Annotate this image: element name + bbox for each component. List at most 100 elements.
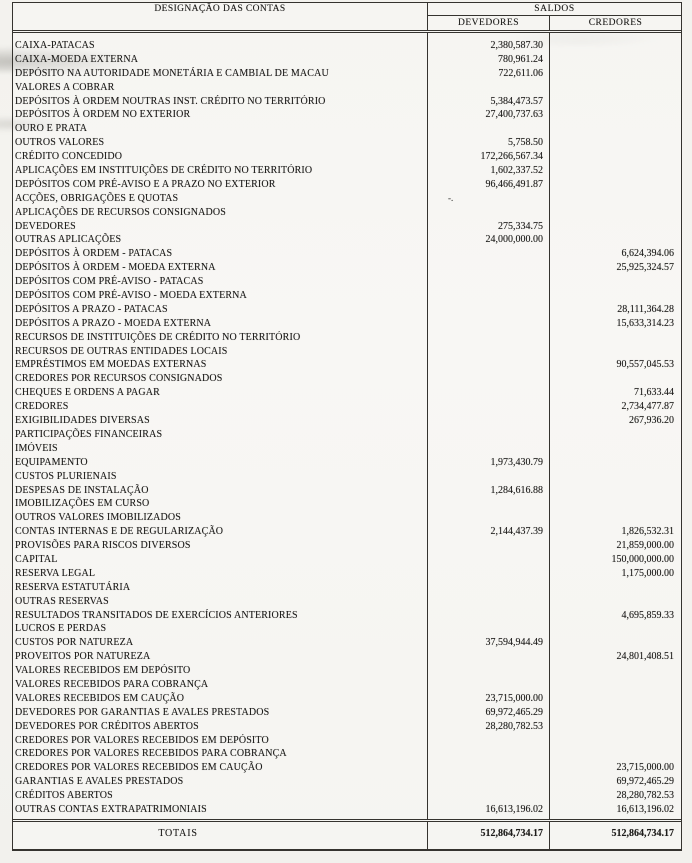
credores-value-cell — [550, 470, 681, 484]
table-row: VALORES A COBRAR — [13, 80, 681, 95]
account-name-cell: CAIXA-PATACAS — [13, 39, 428, 53]
credores-value-cell — [550, 678, 681, 692]
credores-value-cell — [550, 456, 681, 470]
table-row: OUTRAS RESERVAS — [13, 594, 681, 609]
credores-value-cell — [550, 511, 681, 525]
credores-value-cell: 90,557,045.53 — [616, 359, 675, 371]
account-name-cell: IMÓVEIS — [13, 441, 428, 456]
credores-value-cell — [550, 595, 681, 609]
totals-label: TOTAIS — [158, 828, 198, 839]
table-row: OUTROS VALORES IMOBILIZADOS — [13, 511, 681, 526]
account-name-cell: EQUIPAMENTO — [13, 455, 428, 470]
table-row: IMÓVEIS — [13, 441, 681, 456]
credores-value-cell: 69,972,465.29 — [616, 776, 675, 788]
table-row: CAIXA-MOEDA EXTERNA 780,961.24 — [13, 52, 681, 67]
credores-value-cell — [550, 233, 681, 247]
credores-value-cell: 28,280,782.53 — [616, 790, 675, 802]
credores-value-cell: 28,111,364.28 — [617, 303, 674, 315]
designation-column-header: DESIGNAÇÃO DAS CONTAS — [13, 3, 428, 16]
table-row: RESERVA LEGAL 1,175,000.00 — [13, 566, 681, 581]
credores-value-cell — [550, 164, 681, 178]
devedores-value-cell — [428, 358, 550, 373]
account-name-cell: EXIGIBILIDADES DIVERSAS — [13, 414, 428, 428]
credores-value-cell — [550, 442, 681, 456]
devedores-value-cell — [428, 372, 550, 387]
credores-value-cell — [550, 345, 681, 359]
table-row: CUSTOS POR NATUREZA 37,594,944.49 — [13, 636, 681, 651]
credores-value-cell — [550, 53, 681, 67]
table-row: DEPÓSITO NA AUTORIDADE MONETÁRIA E CAMBI… — [13, 66, 681, 81]
devedores-value-cell — [428, 677, 550, 692]
devedores-value-cell — [428, 775, 550, 790]
table-row: OUTRAS APLICAÇÕES 24,000,000.00 — [13, 233, 681, 248]
account-name-cell: IMOBILIZAÇÕES EM CURSO — [13, 497, 428, 512]
table-row: IMOBILIZAÇÕES EM CURSO — [13, 497, 681, 512]
account-name-cell: LUCROS E PERDAS — [13, 622, 428, 637]
account-name-cell: DEPÓSITOS À ORDEM - PATACAS — [13, 247, 428, 262]
table-row: DEPÓSITOS COM PRÉ-AVISO - MOEDA EXTERNA — [13, 289, 681, 303]
credores-value-cell — [550, 734, 681, 748]
credores-value-cell — [550, 67, 681, 81]
credores-value-cell — [550, 331, 681, 345]
credores-value-cell: 71,633.44 — [634, 387, 674, 399]
table-row: CONTAS INTERNAS E DE REGULARIZAÇÃO 2,144… — [13, 525, 681, 540]
devedores-value-cell: 722,611.06 — [428, 66, 550, 81]
devedores-value-cell — [428, 261, 550, 276]
table-row: PARTICIPAÇÕES FINANCEIRAS — [13, 427, 681, 442]
devedores-value-cell — [428, 316, 550, 331]
account-name-cell: DEVEDORES — [13, 219, 428, 234]
credores-value-cell: 6,624,394.06 — [621, 248, 675, 260]
credores-value-cell — [550, 664, 681, 678]
devedores-value-cell: 1,973,430.79 — [428, 455, 550, 470]
table-row: EQUIPAMENTO 1,973,430.79 — [13, 455, 681, 470]
table-body: CAIXA-PATACAS 2,380,587.30 CAIXA-MOEDA E… — [13, 33, 681, 819]
body-top-spacer — [13, 33, 681, 39]
table-row: CRÉDITOS ABERTOS 28,280,782.53 — [13, 789, 681, 803]
credores-value-cell — [550, 178, 681, 192]
devedores-value-cell — [428, 650, 550, 665]
credores-value-cell — [550, 81, 681, 95]
account-name-cell: GARANTIAS E AVALES PRESTADOS — [13, 775, 428, 790]
credores-value-cell: 1,175,000.00 — [621, 567, 675, 579]
devedores-value-cell — [428, 552, 550, 567]
devedores-value-cell — [428, 427, 550, 442]
table-row: DEVEDORES POR GARANTIAS E AVALES PRESTAD… — [13, 705, 681, 720]
devedores-value-cell — [428, 247, 550, 262]
credores-value-cell — [550, 692, 681, 706]
account-name-cell: DEVEDORES POR GARANTIAS E AVALES PRESTAD… — [13, 705, 428, 720]
totals-credores-value: 512,864,734.17 — [611, 828, 675, 839]
account-name-cell: RESERVA ESTATUTÁRIA — [13, 580, 428, 595]
account-name-cell: DEVEDORES POR CRÉDITOS ABERTOS — [13, 719, 428, 734]
credores-value-cell — [550, 372, 681, 386]
table-row: DEPÓSITOS À ORDEM NOUTRAS INST. CRÉDITO … — [13, 94, 681, 109]
credores-value-cell — [550, 136, 681, 150]
devedores-value-cell: 2,380,587.30 — [428, 39, 550, 53]
devedores-value-cell: 69,972,465.29 — [428, 705, 550, 720]
account-name-cell: VALORES RECEBIDOS PARA COBRANÇA — [13, 677, 428, 692]
designation-header-spacer — [13, 16, 428, 30]
saldos-column-group-header: SALDOS — [428, 3, 681, 16]
devedores-value-cell — [428, 580, 550, 595]
table-row: VALORES RECEBIDOS PARA COBRANÇA — [13, 677, 681, 692]
devedores-value-cell — [428, 664, 550, 678]
account-name-cell: ACÇÕES, OBRIGAÇÕES E QUOTAS — [13, 191, 428, 206]
credores-value-cell — [550, 108, 681, 122]
table-row: CREDORES POR VALORES RECEBIDOS EM DEPÓSI… — [13, 733, 681, 748]
table-row: DESPESAS DE INSTALAÇÃO 1,284,616.88 — [13, 483, 681, 498]
table-row: APLICAÇÕES DE RECURSOS CONSIGNADOS — [13, 205, 681, 220]
credores-column-header: CREDORES — [588, 18, 643, 28]
account-name-cell: CREDORES — [13, 400, 428, 415]
table-row: OUTRAS CONTAS EXTRAPATRIMONIAIS 16,613,1… — [13, 802, 681, 817]
account-name-cell: RESERVA LEGAL — [13, 566, 428, 581]
table-row: GARANTIAS E AVALES PRESTADOS 69,972,465.… — [13, 775, 681, 790]
table-row: RECURSOS DE OUTRAS ENTIDADES LOCAIS — [13, 344, 681, 359]
body-bottom-filler — [13, 816, 681, 819]
account-name-cell: DEPÓSITOS COM PRÉ-AVISO E A PRAZO NO EXT… — [13, 177, 428, 192]
devedores-value-cell — [428, 414, 550, 428]
account-name-cell: RECURSOS DE OUTRAS ENTIDADES LOCAIS — [13, 344, 428, 359]
account-name-cell: PROVISÕES PARA RISCOS DIVERSOS — [13, 539, 428, 553]
credores-value-cell: 267,936.20 — [629, 415, 674, 427]
table-row: EXIGIBILIDADES DIVERSAS 267,936.20 — [13, 414, 681, 428]
credores-value-cell — [550, 150, 681, 164]
devedores-value-cell: 23,715,000.00 — [428, 691, 550, 706]
